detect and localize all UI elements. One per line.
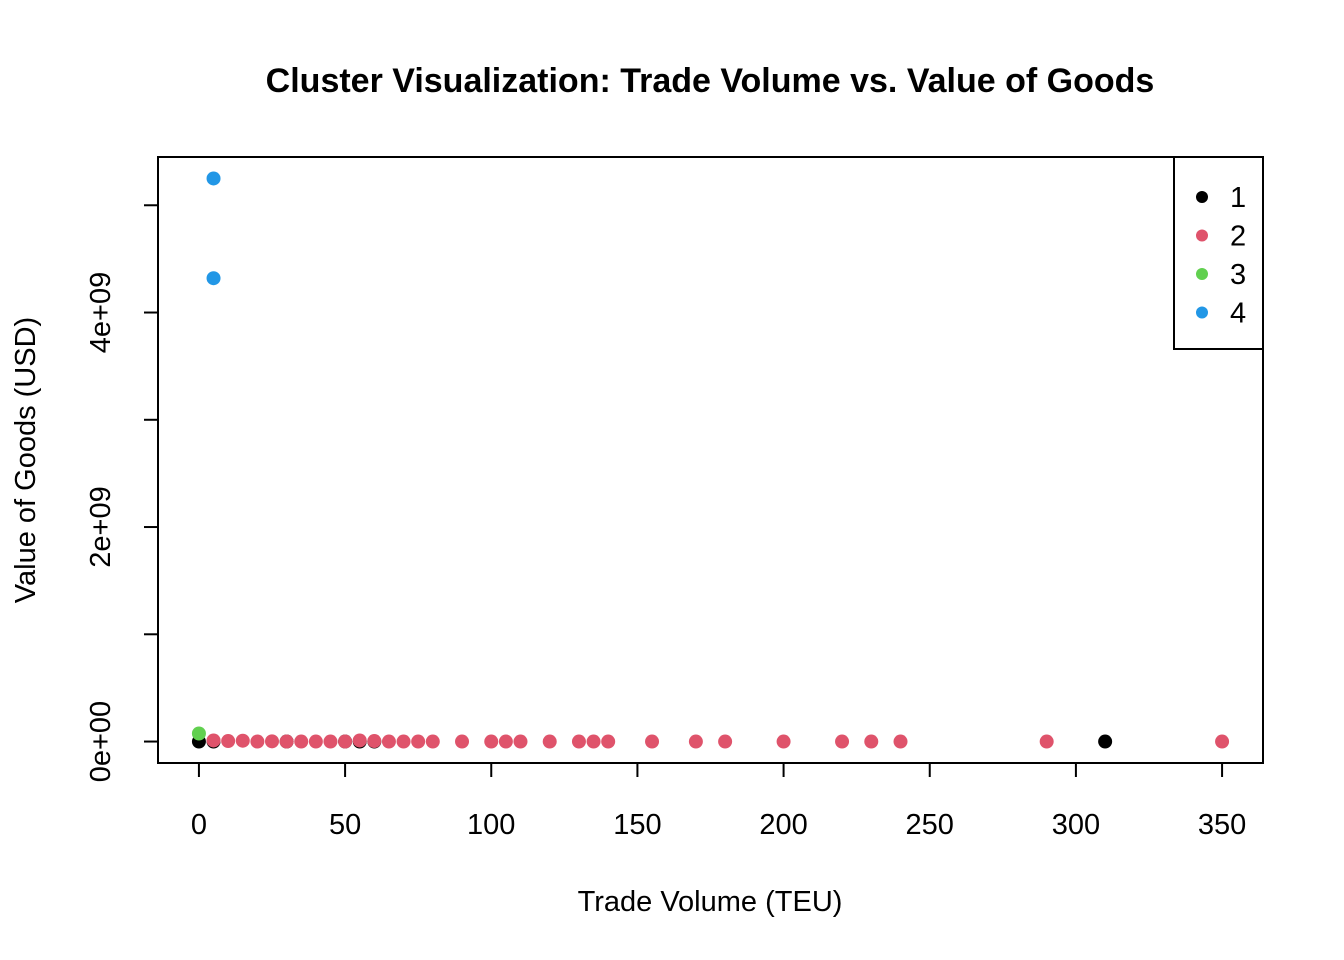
legend-label-1: 1 — [1230, 182, 1246, 214]
data-point-cluster-2 — [645, 734, 660, 749]
data-point-cluster-2 — [718, 734, 733, 749]
data-point-cluster-2 — [338, 734, 353, 749]
legend-label-4: 4 — [1230, 298, 1246, 330]
x-axis-label: Trade Volume (TEU) — [578, 886, 843, 918]
data-point-cluster-2 — [586, 734, 601, 749]
x-tick-label: 250 — [906, 809, 954, 841]
data-point-cluster-2 — [893, 734, 908, 749]
data-point-cluster-2 — [411, 734, 426, 749]
data-point-cluster-2 — [601, 734, 616, 749]
y-tick-label: 2e+09 — [85, 486, 117, 567]
data-point-cluster-2 — [864, 734, 879, 749]
data-point-cluster-2 — [688, 734, 703, 749]
data-point-cluster-2 — [352, 733, 367, 748]
data-point-cluster-2 — [571, 734, 586, 749]
x-tick-label: 200 — [759, 809, 807, 841]
y-tick-label: 0e+00 — [85, 701, 117, 782]
data-point-cluster-4 — [206, 271, 221, 286]
data-point-cluster-2 — [1215, 734, 1230, 749]
data-point-cluster-2 — [513, 734, 528, 749]
y-axis-label: Value of Goods (USD) — [10, 317, 42, 603]
x-axis: 0 50 100 150 200 250 300 350 — [191, 762, 1246, 841]
data-point-cluster-2 — [235, 733, 250, 748]
plot-frame — [157, 156, 1264, 764]
x-tick-label: 0 — [191, 809, 207, 841]
data-point-cluster-1 — [1098, 734, 1113, 749]
data-point-cluster-2 — [206, 733, 221, 748]
legend: 1 2 3 4 — [1173, 156, 1264, 350]
legend-label-3: 3 — [1230, 259, 1246, 291]
x-tick-label: 100 — [467, 809, 515, 841]
data-point-cluster-2 — [425, 734, 440, 749]
legend-label-2: 2 — [1230, 221, 1246, 253]
chart-title: Cluster Visualization: Trade Volume vs. … — [266, 62, 1155, 100]
x-tick-label: 150 — [613, 809, 661, 841]
data-point-cluster-2 — [381, 734, 396, 749]
data-point-cluster-2 — [250, 734, 265, 749]
data-point-cluster-2 — [294, 734, 309, 749]
data-point-cluster-2 — [498, 734, 513, 749]
x-tick-label: 350 — [1198, 809, 1246, 841]
data-point-cluster-2 — [455, 734, 470, 749]
data-point-cluster-2 — [1039, 734, 1054, 749]
data-point-cluster-2 — [484, 734, 499, 749]
data-point-cluster-2 — [367, 734, 382, 749]
data-point-cluster-2 — [279, 734, 294, 749]
data-point-cluster-2 — [323, 734, 338, 749]
data-point-cluster-2 — [835, 734, 850, 749]
data-point-cluster-4 — [206, 171, 221, 186]
data-point-cluster-2 — [776, 734, 791, 749]
y-tick-label: 4e+09 — [85, 272, 117, 353]
data-points — [191, 171, 1230, 749]
y-axis: 0e+00 2e+09 4e+09 — [85, 204, 159, 782]
data-point-cluster-2 — [308, 734, 323, 749]
x-tick-label: 50 — [329, 809, 361, 841]
legend-box — [1173, 156, 1264, 350]
data-point-cluster-2 — [396, 734, 411, 749]
x-tick-label: 300 — [1052, 809, 1100, 841]
legend-marker-2 — [1196, 229, 1208, 242]
legend-marker-3 — [1196, 268, 1208, 280]
data-point-cluster-3 — [191, 726, 206, 741]
data-point-cluster-2 — [221, 734, 236, 749]
legend-marker-4 — [1196, 306, 1208, 319]
data-point-cluster-2 — [265, 734, 280, 749]
data-point-cluster-2 — [542, 734, 557, 749]
legend-marker-1 — [1196, 191, 1208, 203]
